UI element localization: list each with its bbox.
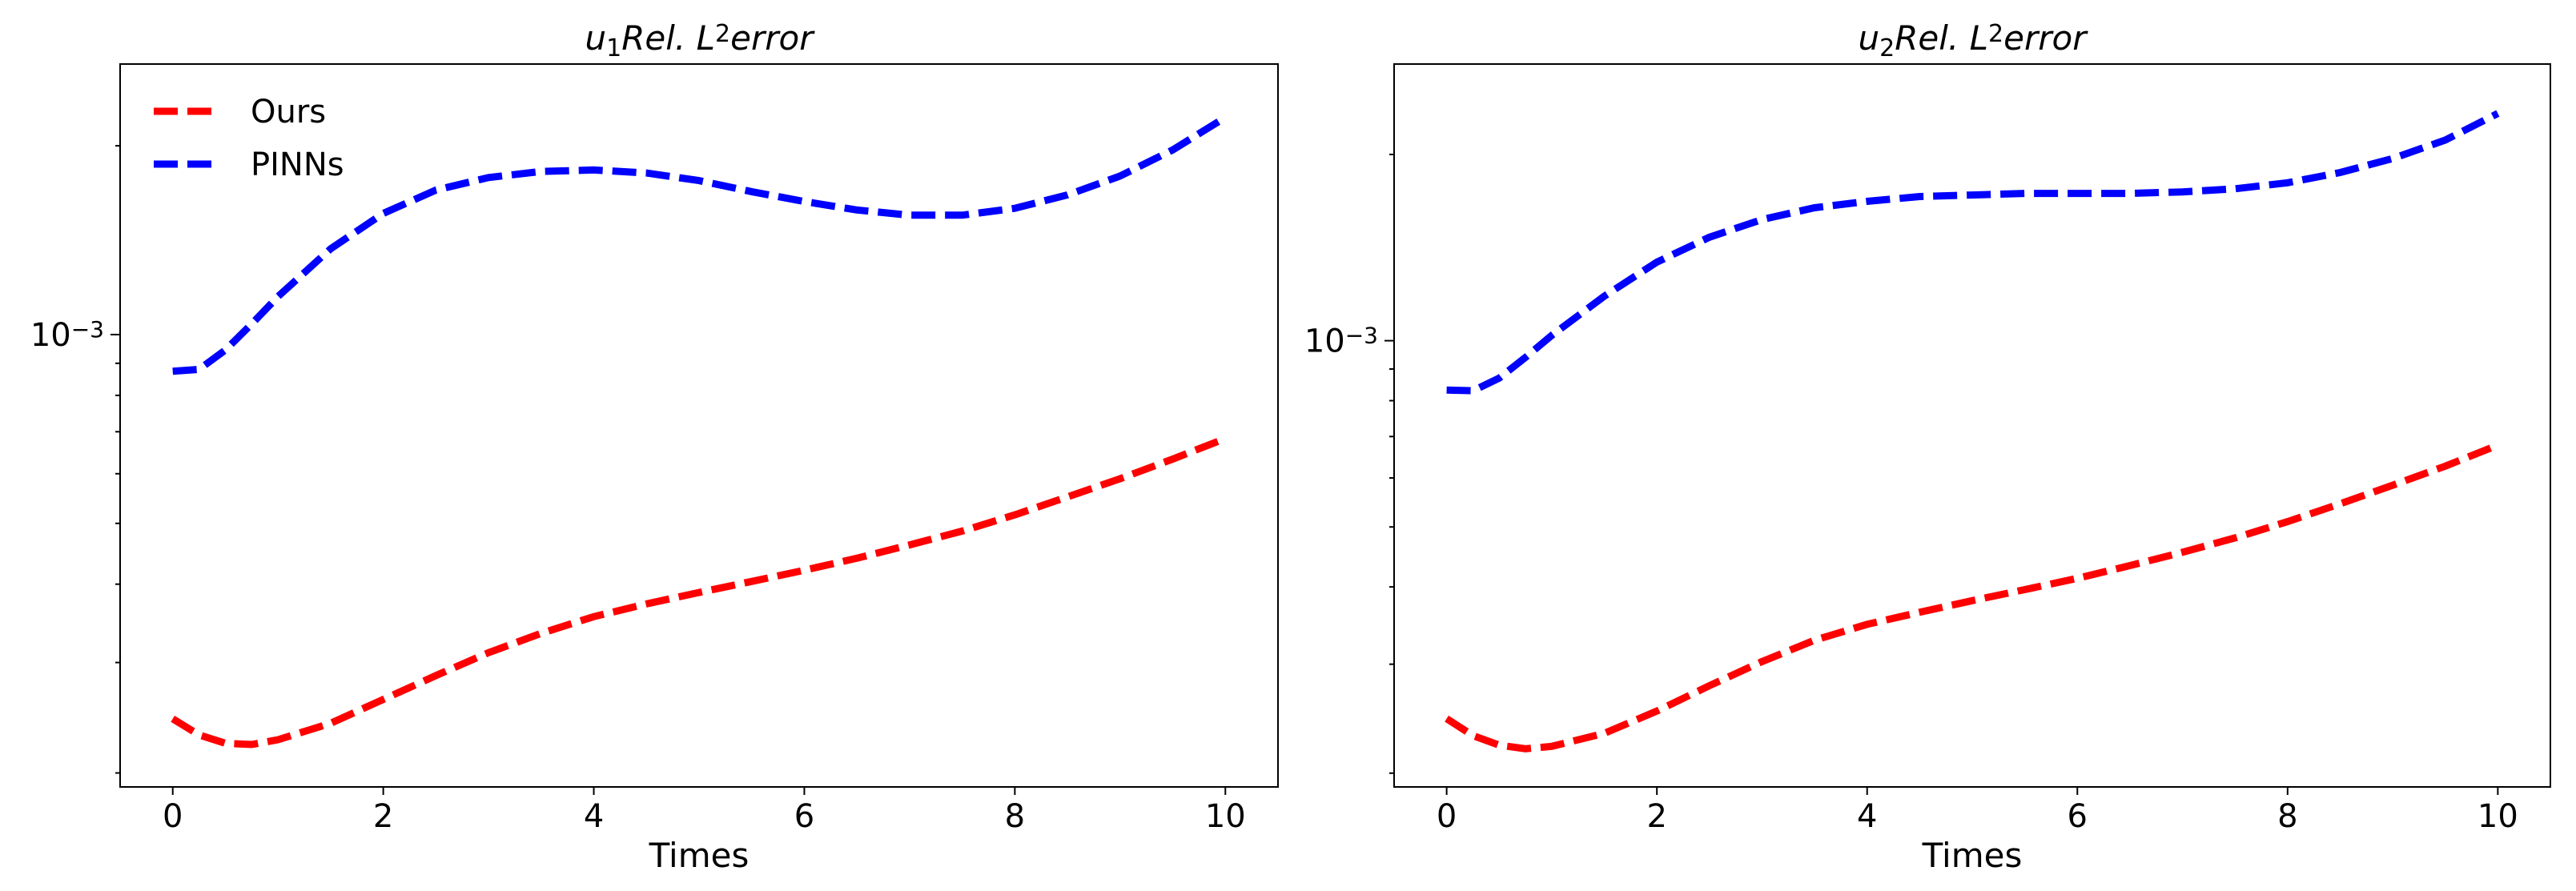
legend: Ours PINNs <box>154 94 344 183</box>
legend-entry: Ours <box>251 94 326 130</box>
x-tick-label: 6 <box>2068 798 2088 835</box>
plot-frame <box>1393 63 2551 788</box>
x-tick-label: 4 <box>584 798 604 835</box>
series-line-ours <box>171 435 1227 749</box>
x-axis-label: Times <box>649 836 749 875</box>
x-axis-label: Times <box>1922 836 2023 875</box>
chart-panel-u2: u2Rel. L2error 0 2 4 6 8 10 Times 10−3 <box>1304 18 2551 875</box>
x-tick-label: 4 <box>1857 798 1877 835</box>
x-tick-label: 10 <box>2478 798 2518 835</box>
y-tick-label: 10−3 <box>30 316 104 354</box>
series-line-pinns <box>1446 110 2500 395</box>
x-tick-label: 0 <box>163 798 183 835</box>
legend-entry: PINNs <box>251 146 344 183</box>
x-tick-label: 10 <box>1205 798 1246 835</box>
x-tick-label: 2 <box>373 798 393 835</box>
series-line-ours <box>1445 441 2500 753</box>
plot-frame <box>119 63 1279 788</box>
chart-title: u2Rel. L2error <box>1859 18 2089 62</box>
x-tick-label: 0 <box>1437 798 1457 835</box>
x-tick-label: 8 <box>2277 798 2297 835</box>
x-tick-label: 6 <box>794 798 814 835</box>
x-tick-label: 8 <box>1005 798 1025 835</box>
chart-title: u1Rel. L2error <box>585 18 816 62</box>
x-tick-label: 2 <box>1646 798 1666 835</box>
series-line-pinns <box>172 114 1228 375</box>
y-tick-label: 10−3 <box>1304 322 1378 359</box>
chart-panel-u1: u1Rel. L2error 0 2 4 6 8 10 Times 10−3 Ours PINNs <box>30 18 1279 875</box>
